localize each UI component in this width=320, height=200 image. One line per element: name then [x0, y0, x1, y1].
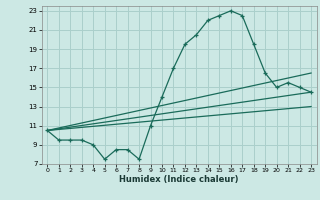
X-axis label: Humidex (Indice chaleur): Humidex (Indice chaleur) — [119, 175, 239, 184]
